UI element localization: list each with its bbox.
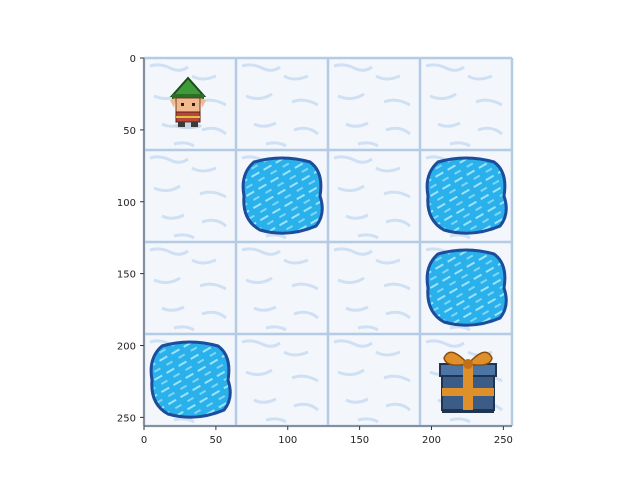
ice-tile-2-0 <box>144 242 236 334</box>
y-tick-label: 100 <box>117 198 136 209</box>
goal-gift-icon <box>439 351 497 413</box>
y-tick-label: 250 <box>117 413 136 424</box>
axes: 0 50 100 150 200 250 0 50 100 150 200 250 <box>117 54 513 446</box>
hole-3-0 <box>149 340 232 420</box>
elf-agent-icon <box>169 76 207 129</box>
x-tick-label: 100 <box>278 435 297 446</box>
ice-tile-0-3 <box>420 58 512 150</box>
ice-tile-2-1 <box>236 242 328 334</box>
x-tick-label: 200 <box>422 435 441 446</box>
ice-tile-1-2 <box>328 150 420 242</box>
ice-tile-3-2 <box>328 334 420 426</box>
hole-1-1 <box>241 156 324 236</box>
x-tick-label: 50 <box>210 435 223 446</box>
hole-2-3 <box>425 248 508 328</box>
y-tick-label: 50 <box>123 126 136 137</box>
ice-tile-1-0 <box>144 150 236 242</box>
x-tick-label: 250 <box>494 435 513 446</box>
hole-1-3 <box>425 156 508 236</box>
grid-objects <box>149 76 508 420</box>
x-tick-label: 0 <box>141 435 147 446</box>
y-tick-label: 150 <box>117 270 136 281</box>
ice-tile-3-1 <box>236 334 328 426</box>
y-tick-label: 0 <box>130 54 136 65</box>
y-tick-label: 200 <box>117 342 136 353</box>
ice-tile-2-2 <box>328 242 420 334</box>
x-tick-label: 150 <box>350 435 369 446</box>
ice-tile-0-1 <box>236 58 328 150</box>
ice-tile-0-2 <box>328 58 420 150</box>
